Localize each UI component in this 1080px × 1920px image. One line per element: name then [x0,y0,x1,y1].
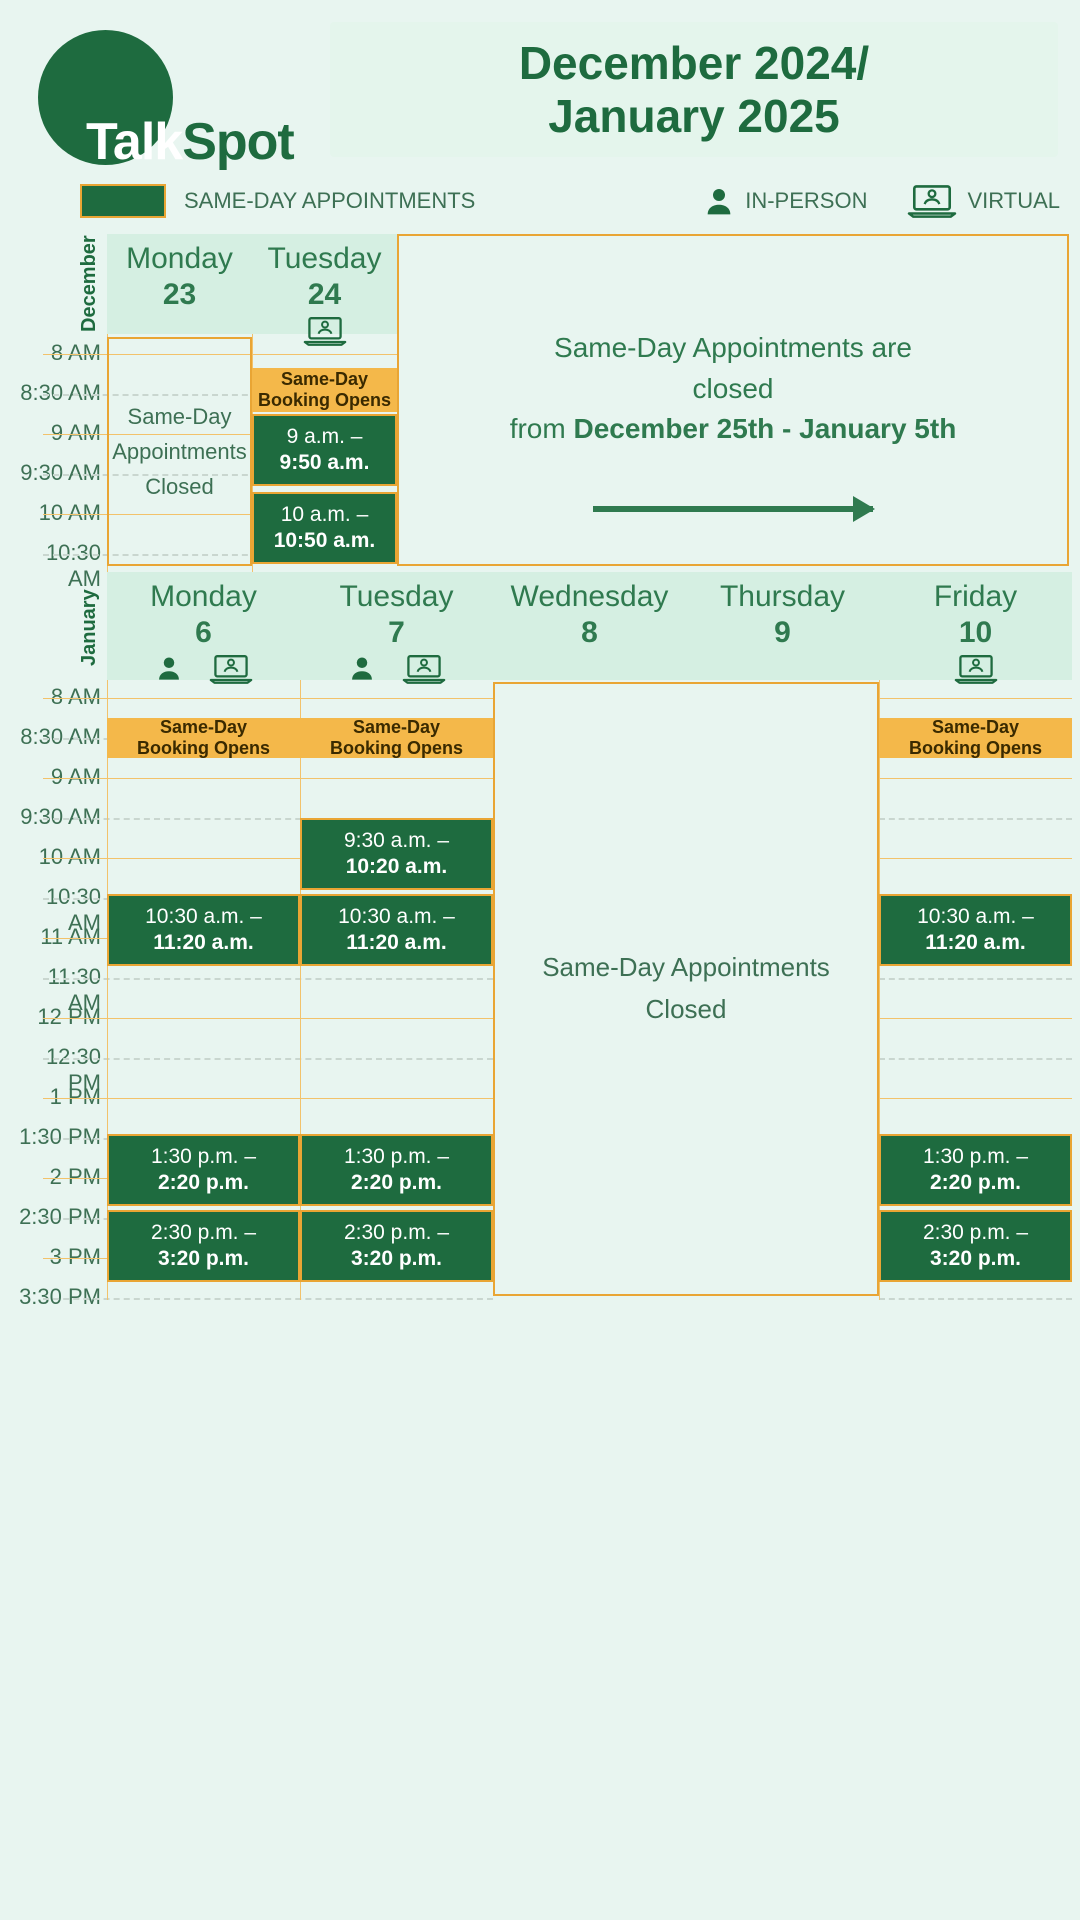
day-header-jan-wed: Wednesday 8 [493,572,686,680]
day-num: 24 [252,278,397,312]
tue7-slot-230[interactable]: 2:30 p.m. – 3:20 p.m. [300,1210,493,1282]
slot-line: 11:20 a.m. [346,931,446,954]
dow-label: Monday [107,580,300,614]
booking-line: Booking Opens [330,738,463,759]
legend-sameday-label: SAME-DAY APPOINTMENTS [184,188,475,214]
banner-line2: January 2025 [548,90,840,143]
booking-line: Same-Day [160,717,247,738]
slot-line: 2:30 p.m. – [344,1220,449,1246]
slot-line: 2:30 p.m. – [923,1220,1028,1246]
slot-line: 1:30 p.m. – [151,1144,256,1170]
slot-line: 3:20 p.m. [158,1247,249,1270]
notice-line2: closed [693,369,774,410]
slot-line: 10:20 a.m. [346,855,448,878]
slot-line: 1:30 p.m. – [344,1144,449,1170]
booking-line: Booking Opens [909,738,1042,759]
notice-line1: Same-Day Appointments are [554,328,912,369]
slot-line: 10:30 a.m. – [338,904,455,930]
booking-line: Same-Day [932,717,1019,738]
closed-line: Closed [646,989,727,1031]
day-num: 23 [107,278,252,312]
closed-line: Appointments [112,434,247,469]
day-num: 10 [879,616,1072,650]
dow-label: Tuesday [252,242,397,276]
mon6-slot-1030[interactable]: 10:30 a.m. – 11:20 a.m. [107,894,300,966]
day-header-dec-mon: Monday 23 [107,234,252,334]
slot-line: 9 a.m. – [287,424,363,450]
fri10-slot-230[interactable]: 2:30 p.m. – 3:20 p.m. [879,1210,1072,1282]
slot-line: 2:20 p.m. [158,1171,249,1194]
logo-word-spot: Spot [182,113,294,171]
tue7-slot-930[interactable]: 9:30 a.m. – 10:20 a.m. [300,818,493,890]
fri10-slot-130[interactable]: 1:30 p.m. – 2:20 p.m. [879,1134,1072,1206]
legend-row: SAME-DAY APPOINTMENTS IN-PERSON VIRTUAL [80,180,1060,222]
closed-line: Same-Day [128,399,232,434]
slot-line: 2:20 p.m. [930,1171,1021,1194]
brand-logo: TalkSpot [38,30,298,165]
slot-line: 3:20 p.m. [351,1247,442,1270]
holiday-closure-notice: Same-Day Appointments are closed from De… [397,234,1069,566]
day-header-jan-tue: Tuesday 7 [300,572,493,680]
legend-inperson-label: IN-PERSON [745,188,867,214]
day-num: 8 [493,616,686,650]
dow-label: Monday [107,242,252,276]
booking-line: Booking Opens [137,738,270,759]
slot-line: 10 a.m. – [281,502,369,528]
mon6-slot-230[interactable]: 2:30 p.m. – 3:20 p.m. [107,1210,300,1282]
dow-label: Friday [879,580,1072,614]
laptop-icon [907,184,957,218]
tue7-slot-1030[interactable]: 10:30 a.m. – 11:20 a.m. [300,894,493,966]
day-num: 7 [300,616,493,650]
person-icon [703,185,735,217]
day-num: 6 [107,616,300,650]
slot-line: 9:30 a.m. – [344,828,449,854]
tue24-slot-10am[interactable]: 10 a.m. – 10:50 a.m. [252,492,397,564]
closed-line: Same-Day Appointments [542,947,830,989]
slot-line: 9:50 a.m. [280,451,370,474]
slot-line: 10:30 a.m. – [917,904,1034,930]
booking-line: Same-Day [353,717,440,738]
slot-line: 2:30 p.m. – [151,1220,256,1246]
closed-line: Closed [145,469,213,504]
mon23-closed: Same-Day Appointments Closed [107,337,252,566]
legend-sameday-swatch [80,184,166,218]
slot-line: 1:30 p.m. – [923,1144,1028,1170]
day-header-jan-thu: Thursday 9 [686,572,879,680]
fri10-booking-opens: Same-Day Booking Opens [879,718,1072,758]
notice-line3: from December 25th - January 5th [510,409,957,450]
tue24-booking-opens: Same-Day Booking Opens [252,368,397,412]
day-header-dec-tue: Tuesday 24 [252,234,397,334]
banner-line1: December 2024/ [519,37,869,90]
tue7-slot-130[interactable]: 1:30 p.m. – 2:20 p.m. [300,1134,493,1206]
day-header-jan-fri: Friday 10 [879,572,1072,680]
dow-label: Tuesday [300,580,493,614]
dow-label: Wednesday [493,580,686,614]
slot-line: 11:20 a.m. [925,931,1025,954]
slot-line: 2:20 p.m. [351,1171,442,1194]
dow-label: Thursday [686,580,879,614]
day-header-jan-mon: Monday 6 [107,572,300,680]
logo-text: TalkSpot [86,112,294,172]
arrow-right-icon [593,506,873,512]
booking-line: Same-Day [281,369,368,390]
mon6-booking-opens: Same-Day Booking Opens [107,718,300,758]
notice-line3-prefix: from [510,413,574,444]
slot-line: 10:50 a.m. [274,529,376,552]
tue7-booking-opens: Same-Day Booking Opens [300,718,493,758]
booking-line: Booking Opens [258,390,391,411]
logo-word-talk: Talk [86,113,182,171]
fri10-slot-1030[interactable]: 10:30 a.m. – 11:20 a.m. [879,894,1072,966]
wed-thu-closed: Same-Day Appointments Closed [493,682,879,1296]
slot-line: 10:30 a.m. – [145,904,262,930]
slot-line: 3:20 p.m. [930,1247,1021,1270]
slot-line: 11:20 a.m. [153,931,253,954]
day-num: 9 [686,616,879,650]
mon6-slot-130[interactable]: 1:30 p.m. – 2:20 p.m. [107,1134,300,1206]
legend-virtual-label: VIRTUAL [967,188,1060,214]
notice-line3-bold: December 25th - January 5th [573,413,956,444]
tue24-slot-9am[interactable]: 9 a.m. – 9:50 a.m. [252,414,397,486]
date-range-banner: December 2024/ January 2025 [330,22,1058,157]
